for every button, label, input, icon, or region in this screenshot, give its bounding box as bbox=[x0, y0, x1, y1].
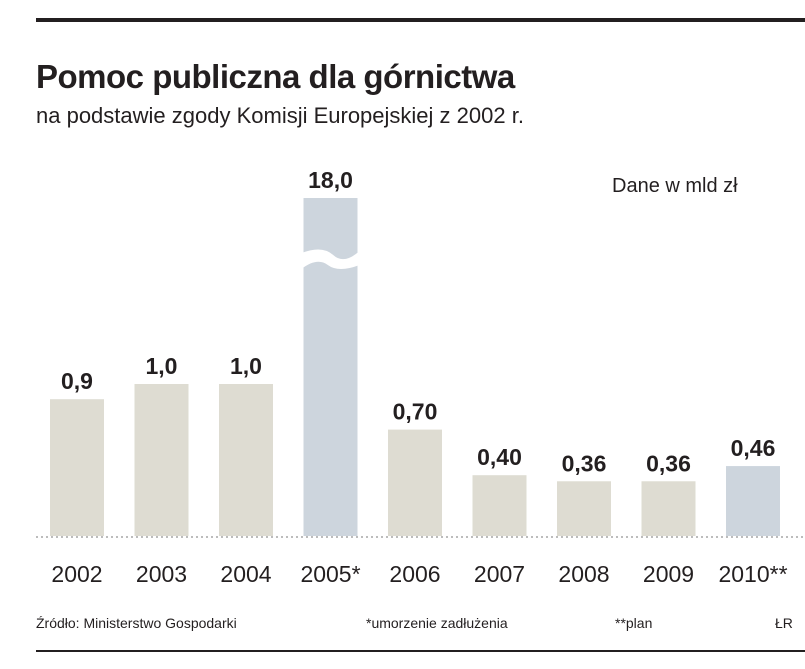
value-label-2006: 0,70 bbox=[393, 399, 438, 425]
units-label: Dane w mld zł bbox=[612, 175, 738, 197]
bar-2008 bbox=[557, 481, 611, 536]
category-label-2008: 2008 bbox=[558, 561, 609, 587]
value-label-2007: 0,40 bbox=[477, 444, 522, 470]
value-label-2009: 0,36 bbox=[646, 450, 691, 476]
chart-subtitle: na podstawie zgody Komisji Europejskiej … bbox=[36, 103, 524, 128]
bar-2005 bbox=[303, 198, 358, 536]
value-label-2005: 18,0 bbox=[308, 167, 353, 193]
bar-2003 bbox=[134, 384, 189, 536]
bar-2006 bbox=[388, 429, 442, 536]
bottom-rule bbox=[36, 650, 805, 652]
category-label-2006: 2006 bbox=[389, 561, 440, 587]
chart-title: Pomoc publiczna dla górnictwa bbox=[36, 58, 515, 95]
category-label-2005: 2005* bbox=[300, 561, 360, 587]
value-label-2010: 0,46 bbox=[731, 435, 776, 461]
category-label-2002: 2002 bbox=[51, 561, 102, 587]
bar-2009 bbox=[641, 481, 696, 536]
category-label-2009: 2009 bbox=[643, 561, 694, 587]
top-rule bbox=[36, 18, 805, 22]
value-label-2002: 0,9 bbox=[61, 368, 93, 394]
author-credit: ŁR bbox=[775, 615, 793, 631]
value-label-2004: 1,0 bbox=[230, 353, 262, 379]
category-label-2004: 2004 bbox=[220, 561, 271, 587]
axis-break-mark bbox=[301, 249, 360, 269]
source-note: Źródło: Ministerstwo Gospodarki bbox=[36, 615, 237, 631]
bar-2010 bbox=[726, 466, 780, 536]
bar-2007 bbox=[472, 475, 527, 536]
bar-2004 bbox=[219, 384, 273, 536]
category-label-2007: 2007 bbox=[474, 561, 525, 587]
category-label-2010: 2010** bbox=[718, 561, 787, 587]
bar-chart: 0,9 2002 1,0 2003 1,0 2004 18,0 2005* 0,70 2006 0,… bbox=[36, 167, 805, 587]
bar-2002 bbox=[50, 399, 104, 536]
footnote-debt: *umorzenie zadłużenia bbox=[366, 615, 508, 631]
value-label-2008: 0,36 bbox=[562, 450, 607, 476]
footnote-plan: **plan bbox=[615, 615, 653, 631]
category-label-2003: 2003 bbox=[136, 561, 187, 587]
value-label-2003: 1,0 bbox=[146, 353, 178, 379]
